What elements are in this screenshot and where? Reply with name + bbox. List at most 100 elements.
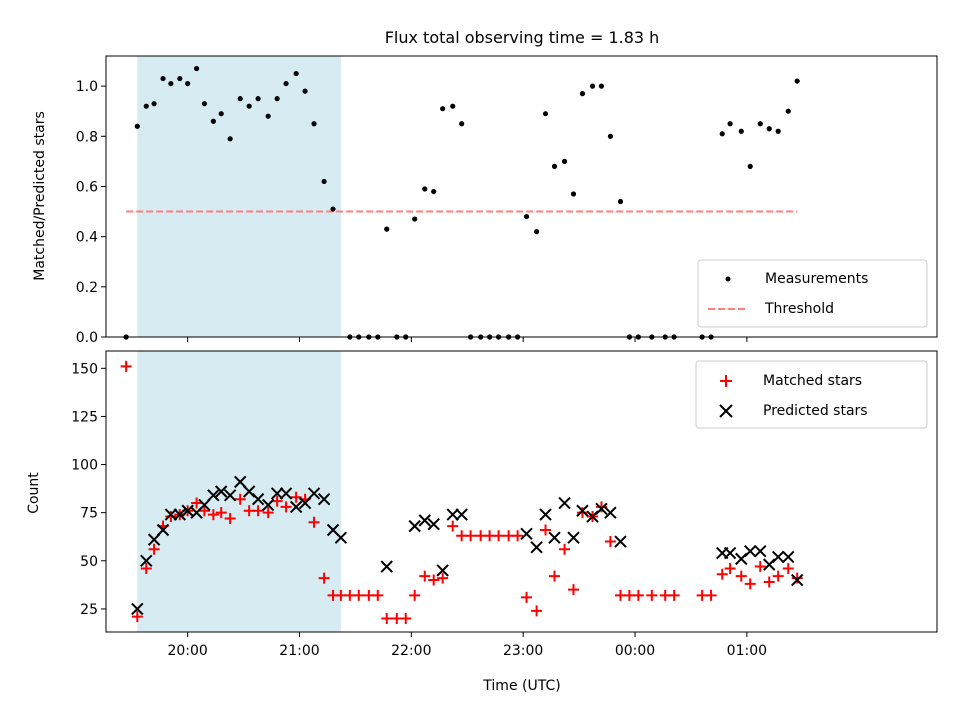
predicted-point [307,487,321,500]
predicted-point [754,544,767,558]
matched-point [131,611,143,623]
matched-point [595,501,607,513]
matched-point [716,568,728,580]
measurement-point [151,101,157,107]
top-y-tick-label: 0.6 [76,179,98,195]
matched-point [191,497,203,509]
measurement-point [523,213,530,220]
measurement-point [542,111,549,117]
predicted-point [548,531,561,544]
measurement-point [757,121,763,127]
measurement-point [412,216,418,222]
top-y-tick-label: 0.4 [76,230,98,246]
predicted-point [317,492,331,506]
predicted-point [334,531,348,544]
predicted-point [723,546,737,560]
measurement-point [431,188,437,195]
matched-point [540,524,552,536]
matched-point [252,505,264,517]
measurement-point [185,80,191,87]
measurement-point [330,206,336,212]
predicted-point [279,487,293,500]
measurement-point [177,75,183,82]
predicted-point [418,514,431,527]
bottom-y-tick-label: 50 [80,554,98,570]
matched-point [548,570,560,582]
matched-point [447,520,459,532]
legend-predicted-label: Predicted stars [763,403,868,419]
matched-points [120,360,803,625]
measurement-point [440,106,446,112]
measurement-point [794,78,800,84]
measurement-point [274,96,280,102]
bottom-shaded-span [137,351,341,632]
measurement-point [766,126,772,132]
matched-point [559,543,571,555]
measurement-point [570,191,577,197]
measurement-point [533,229,540,235]
matched-point [120,360,132,372]
matched-point [198,505,210,517]
measurement-point [747,163,753,169]
measurement-point [218,111,224,117]
predicted-point [270,487,284,500]
chart-title: Flux total observing time = 1.83 h [385,28,660,47]
bottom-y-tick-label: 100 [71,458,98,474]
top-y-tick-label: 0.0 [76,330,98,346]
matched-point [782,562,794,574]
measurement-point [302,88,308,94]
measurement-point [311,121,317,127]
matched-point [744,578,756,590]
measurement-point [321,178,327,185]
bottom-panel: 25 50 75 100 125 150 20:00 21:00 22:00 23:00 00:0… [26,350,938,694]
measurement-point [384,226,390,232]
predicted-point [558,496,571,510]
measurement-point [459,121,465,127]
measurement-point [422,186,428,192]
matched-point [290,491,302,503]
measurement-point [785,108,791,114]
predicted-point [455,508,468,521]
top-y-tick-label: 1.0 [76,79,98,95]
x-tick-label: 01:00 [727,643,767,659]
matched-point [381,613,393,625]
measurement-point [727,121,733,127]
matched-point [428,574,440,586]
matched-point [207,509,219,521]
predicted-point [446,508,459,521]
measurement-point [283,80,289,87]
measurement-point [293,70,299,77]
matched-point [521,591,533,603]
predicted-point [298,496,312,510]
measurement-point [561,158,568,164]
matched-point [318,572,330,584]
predicted-point [576,504,589,517]
predicted-point [771,550,785,564]
measurement-point [201,101,208,107]
matched-point [372,589,384,601]
predicted-point [164,508,178,521]
predicted-point [223,489,237,502]
predicted-point [604,506,617,519]
measurement-point [738,128,744,134]
matched-point [632,589,644,601]
matched-point [280,501,292,513]
x-tick-label: 20:00 [167,643,207,659]
x-axis-label: Time (UTC) [482,678,560,694]
matched-point [419,570,431,582]
measurement-point [617,198,624,205]
predicted-point [261,498,275,512]
legend-matched-marker [720,375,732,387]
measurement-point [551,163,558,169]
matched-point [493,530,505,542]
predicted-point [380,560,393,573]
predicted-point [520,527,533,541]
matched-point [604,536,616,548]
top-y-tick-label: 0.8 [76,129,98,145]
measurement-point [598,83,605,89]
predicted-point [539,508,552,521]
measurement-point [607,133,614,139]
matched-point [568,584,580,596]
matched-point [400,613,412,625]
top-x-ticks [187,337,748,342]
